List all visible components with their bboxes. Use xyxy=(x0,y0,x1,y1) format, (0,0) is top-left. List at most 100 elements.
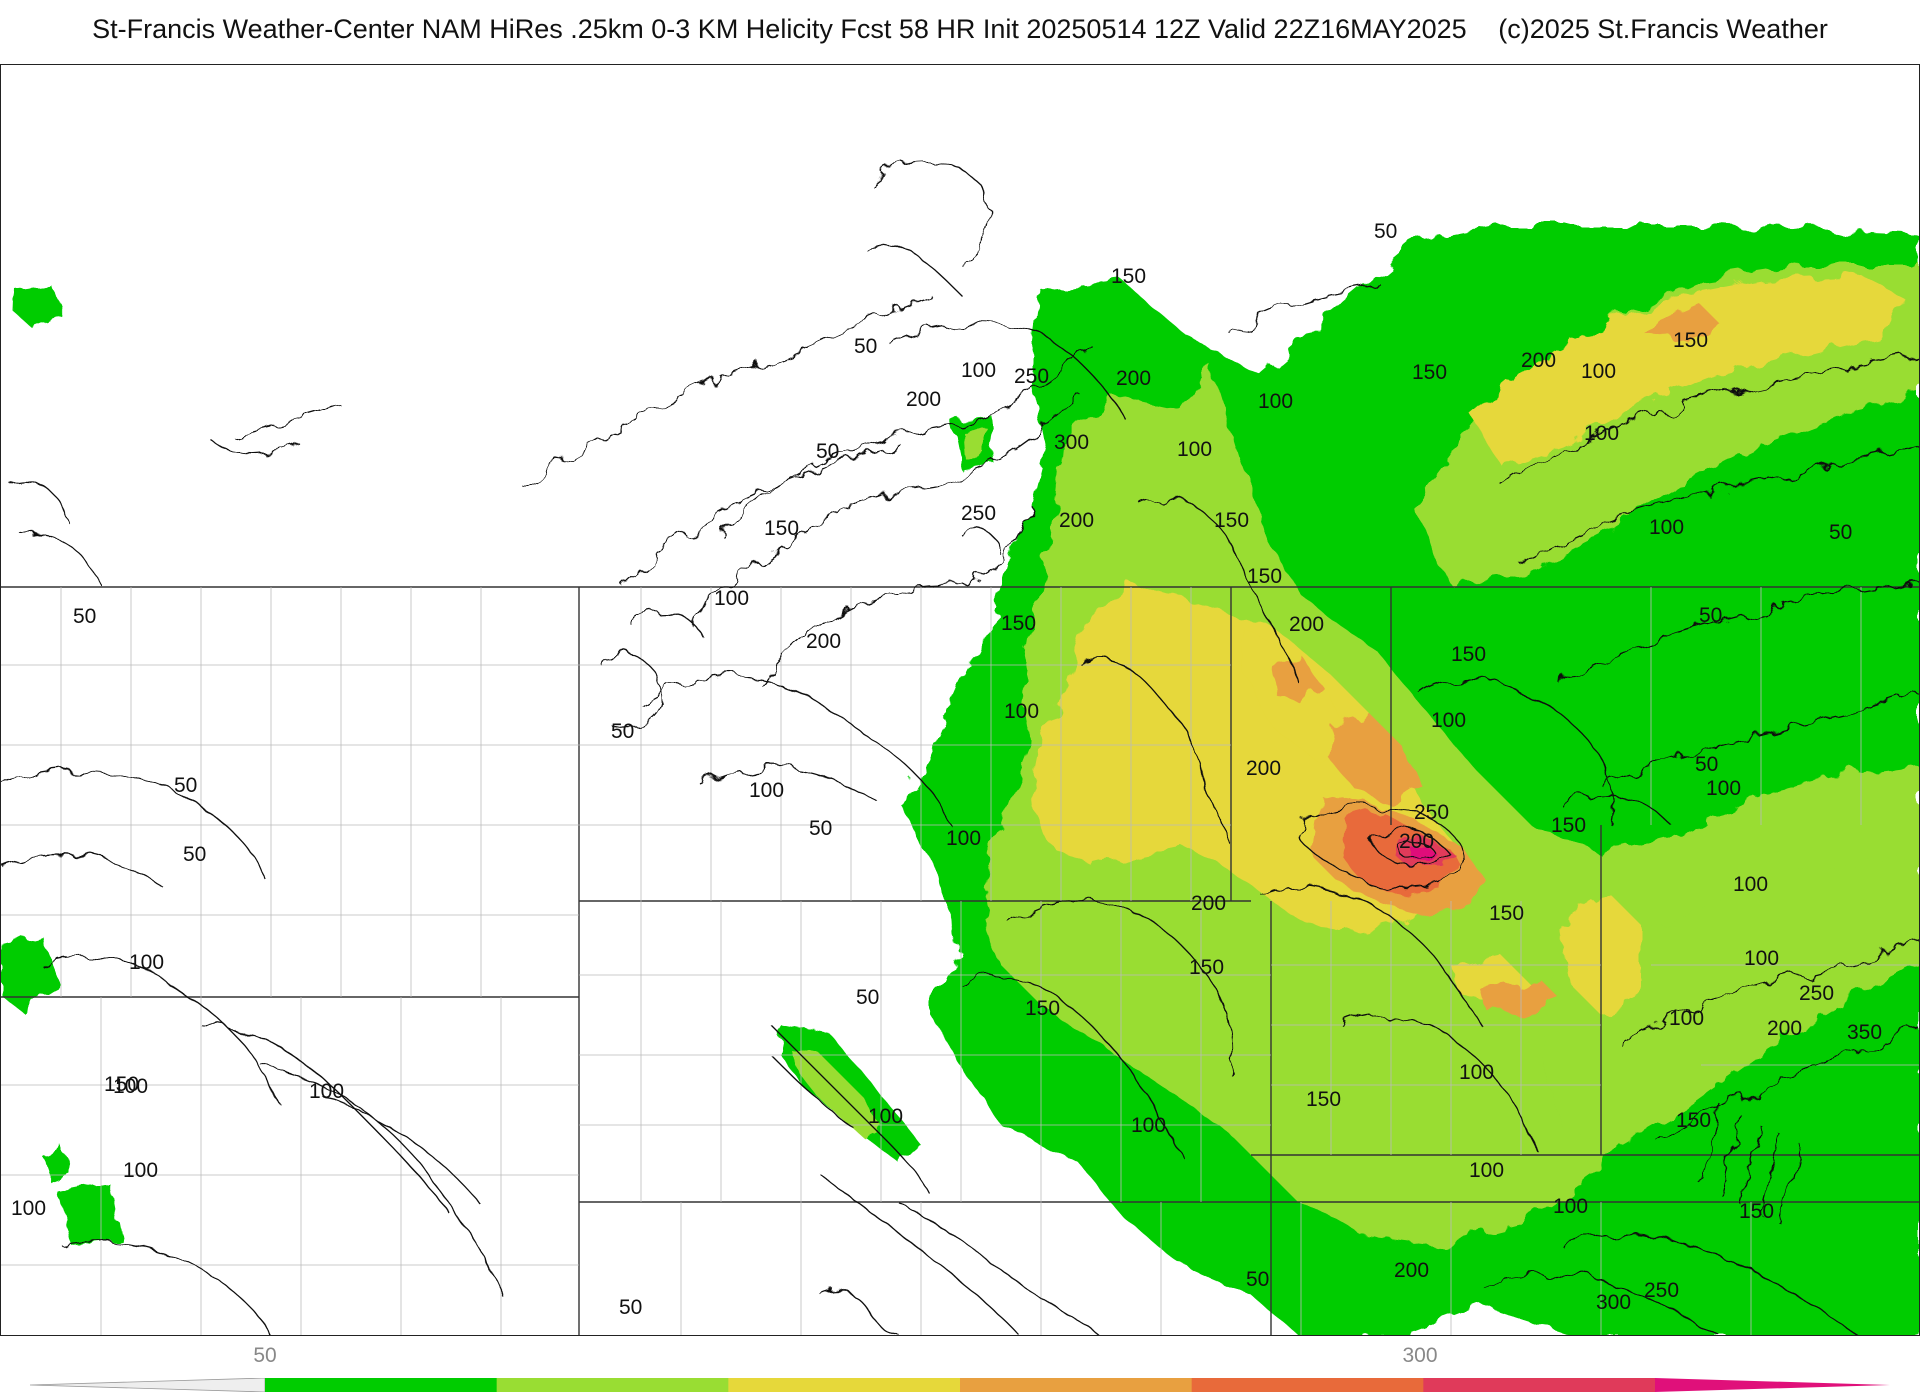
contour-label: 50 xyxy=(183,843,206,866)
contour-label: 100 xyxy=(749,779,784,802)
contour-label: 150 xyxy=(1001,612,1036,635)
contour-label: 150 xyxy=(1551,814,1586,837)
map-canvas: 50 50 50 50 50 50 50 50 50 50 50 50 50 5… xyxy=(1,161,1919,1335)
contour-label: 50 xyxy=(73,605,96,628)
title-text: St-Francis Weather-Center NAM HiRes .25k… xyxy=(92,14,1467,44)
helicity-band-100 xyxy=(961,427,986,457)
contour-label: 150 xyxy=(1025,997,1060,1020)
colorbar-swatch xyxy=(960,1378,1193,1392)
contour-label: 50 xyxy=(1246,1268,1269,1291)
contour-label: 200 xyxy=(906,388,941,411)
contour-label: 100 xyxy=(11,1197,46,1220)
helicity-band-50 xyxy=(1,935,61,1010)
helicity-band-200 xyxy=(1641,305,1721,345)
colorbar-swatch xyxy=(1191,1378,1424,1392)
contour-label: 150 xyxy=(1189,956,1224,979)
helicity-shading xyxy=(1,225,1919,1335)
contour-label: 100 xyxy=(123,1159,158,1182)
contour-label: 150 xyxy=(1489,902,1524,925)
contour-label: 100 xyxy=(1584,422,1619,445)
colorbar-swatch xyxy=(728,1378,961,1392)
contour-label: 50 xyxy=(174,774,197,797)
contour-label: 300 xyxy=(1054,431,1089,454)
contour-label: 100 xyxy=(714,587,749,610)
contour-label: 150 xyxy=(1306,1088,1341,1111)
contour-label: 100 xyxy=(309,1080,344,1103)
contour-label: 100 xyxy=(1581,360,1616,383)
contour-label: 100 xyxy=(1706,777,1741,800)
contour-label: 100 xyxy=(946,827,981,850)
contour-label: 100 xyxy=(1258,390,1293,413)
colorbar-swatches xyxy=(265,1378,1656,1392)
contour-label: 100 xyxy=(868,1105,903,1128)
copyright-text: (c)2025 St.Francis Weather xyxy=(1498,14,1828,44)
contour-label: 100 xyxy=(113,1075,148,1098)
contour-label: 200 xyxy=(1191,892,1226,915)
colorbar-arrow-right xyxy=(1655,1378,1890,1392)
helicity-band-100 xyxy=(1541,855,1919,1145)
contour-label: 200 xyxy=(1246,757,1281,780)
contour-label: 50 xyxy=(1699,604,1722,627)
contour-label: 100 xyxy=(1459,1061,1494,1084)
contour-label: 100 xyxy=(1004,700,1039,723)
helicity-band-350 xyxy=(1409,845,1436,860)
helicity-band-50 xyxy=(41,1145,71,1183)
contour-label: 200 xyxy=(1394,1259,1429,1282)
map-title: St-Francis Weather-Center NAM HiRes .25k… xyxy=(0,14,1920,45)
colorbar-swatch xyxy=(1423,1378,1656,1392)
contour-label: 50 xyxy=(1829,521,1852,544)
contour-label: 50 xyxy=(854,335,877,358)
contour-label: 100 xyxy=(1669,1007,1704,1030)
colorbar-tick-300: 300 xyxy=(1402,1344,1438,1367)
contour-label: 100 xyxy=(1131,1114,1166,1137)
contour-label: 100 xyxy=(1733,873,1768,896)
contour-label: 200 xyxy=(1116,367,1151,390)
colorbar xyxy=(30,1378,1890,1392)
contour-label: 150 xyxy=(104,1073,139,1096)
map-area: 50 50 50 50 50 50 50 50 50 50 50 50 50 5… xyxy=(0,64,1920,1336)
contour-label: 150 xyxy=(1676,1109,1711,1132)
helicity-band-150 xyxy=(1471,275,1901,465)
contour-label: 50 xyxy=(1695,753,1718,776)
contour-label: 200 xyxy=(1059,509,1094,532)
contour-label: 250 xyxy=(1799,982,1834,1005)
contour-label: 150 xyxy=(1739,1200,1774,1223)
contour-label: 250 xyxy=(1644,1279,1679,1302)
contour-label: 150 xyxy=(764,517,799,540)
contour-label: 50 xyxy=(809,817,832,840)
contour-label: 50 xyxy=(619,1296,642,1319)
helicity-band-50 xyxy=(15,285,61,327)
contour-label: 50 xyxy=(856,986,879,1009)
colorbar-tick-50: 50 xyxy=(253,1344,277,1367)
state-boundaries xyxy=(1,586,1919,1335)
contour-label: 50 xyxy=(816,440,839,463)
colorbar-arrow-left xyxy=(30,1378,266,1392)
contour-label: 100 xyxy=(1553,1195,1588,1218)
contour-label: 100 xyxy=(1431,709,1466,732)
contour-label: 150 xyxy=(1451,643,1486,666)
helicity-band-100 xyxy=(791,1050,881,1135)
contour-labels: 50 50 50 50 50 50 50 50 50 50 50 50 50 5… xyxy=(11,220,1882,1319)
county-grid xyxy=(1,587,1919,1335)
contour-label: 100 xyxy=(1177,438,1212,461)
contour-label: 150 xyxy=(1673,329,1708,352)
contour-label: 200 xyxy=(1399,830,1434,853)
contour-label: 250 xyxy=(1414,801,1449,824)
contour-label: 150 xyxy=(1247,565,1282,588)
contour-label: 250 xyxy=(1014,365,1049,388)
contour-label: 200 xyxy=(806,630,841,653)
contour-label: 200 xyxy=(1289,613,1324,636)
colorbar-swatch xyxy=(496,1378,729,1392)
contour-label: 200 xyxy=(1521,349,1556,372)
contour-label: 100 xyxy=(1649,516,1684,539)
contour-label: 250 xyxy=(961,502,996,525)
contour-label: 100 xyxy=(1744,947,1779,970)
contour-label: 50 xyxy=(611,720,634,743)
helicity-band-200 xyxy=(1326,715,1421,805)
contour-label: 200 xyxy=(1767,1017,1802,1040)
contour-label: 100 xyxy=(1469,1159,1504,1182)
contour-label: 50 xyxy=(1374,220,1397,243)
contour-label: 350 xyxy=(1847,1021,1882,1044)
contour-label: 100 xyxy=(961,359,996,382)
colorbar-swatch xyxy=(265,1378,498,1392)
